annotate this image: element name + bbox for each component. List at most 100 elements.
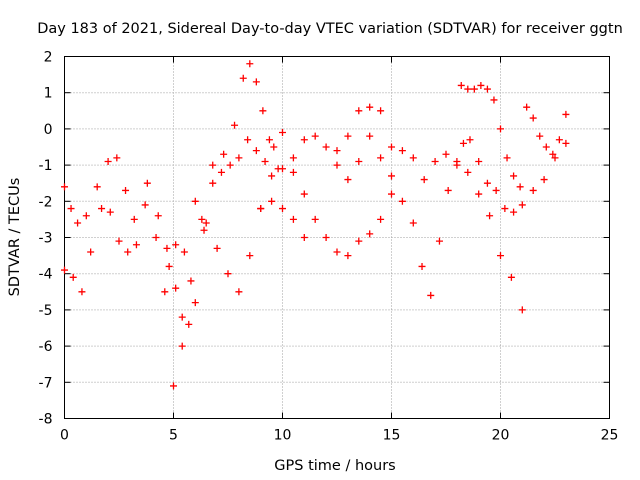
data-point (529, 114, 537, 122)
data-point (409, 154, 417, 162)
data-point (542, 143, 550, 151)
data-point (170, 382, 177, 390)
data-point (78, 288, 86, 296)
data-point (191, 299, 199, 307)
data-point (344, 176, 352, 184)
data-point (161, 288, 169, 296)
data-point (98, 205, 106, 213)
data-point (268, 197, 276, 205)
data-point (300, 190, 308, 198)
data-point (198, 215, 206, 223)
data-point (529, 186, 537, 194)
data-point (130, 215, 138, 223)
data-point (536, 132, 544, 140)
data-point (246, 252, 254, 260)
y-tick-label: -5 (39, 303, 53, 319)
data-point (279, 129, 286, 137)
data-point (540, 176, 548, 184)
data-point (209, 161, 217, 169)
data-point (178, 313, 186, 321)
data-point (322, 234, 330, 241)
x-tick-label: 10 (274, 428, 292, 444)
data-point (115, 237, 123, 245)
data-point (497, 252, 504, 260)
data-point (244, 136, 252, 144)
data-point (510, 208, 518, 216)
grid (64, 56, 610, 419)
data-point (224, 270, 232, 278)
data-point (289, 154, 297, 162)
data-point (507, 273, 515, 281)
data-point (200, 226, 208, 234)
data-point (268, 172, 276, 180)
x-tick-label: 20 (492, 428, 510, 444)
data-point (355, 237, 363, 245)
data-point (459, 139, 467, 147)
data-point (220, 150, 228, 158)
data-point (457, 81, 465, 89)
data-point (366, 230, 374, 238)
data-point (377, 154, 385, 162)
y-tick-label: -7 (39, 375, 53, 391)
data-point (252, 78, 260, 86)
series-trace-d (257, 107, 526, 314)
data-point (163, 244, 171, 252)
data-point (300, 234, 308, 241)
data-point (239, 74, 247, 82)
data-point (202, 219, 210, 227)
data-point (209, 179, 217, 187)
data-point (388, 190, 395, 198)
data-point (388, 143, 395, 151)
x-axis-label: GPS time / hours (274, 458, 395, 474)
data-point (217, 168, 225, 176)
data-point (322, 143, 330, 151)
data-point (398, 147, 406, 155)
data-point (518, 306, 526, 314)
data-point (555, 136, 563, 144)
data-point (82, 212, 90, 220)
data-point (270, 143, 278, 151)
data-point (69, 273, 77, 281)
y-tick-label: 2 (44, 50, 53, 66)
data-point (355, 107, 363, 115)
data-point (409, 219, 417, 227)
data-point (279, 205, 286, 213)
y-tick-label: 0 (44, 122, 53, 138)
y-tick-label: 1 (44, 86, 53, 102)
data-point (226, 161, 234, 169)
data-point (87, 248, 95, 256)
y-tick-label: -8 (39, 412, 53, 428)
data-point (122, 186, 130, 194)
series-trace-c (165, 129, 395, 328)
data-point (61, 266, 68, 274)
data-point (252, 147, 260, 155)
data-point (265, 136, 273, 144)
x-tick-label: 25 (601, 428, 619, 444)
data-point (420, 176, 428, 184)
data-point (366, 132, 374, 140)
data-point (344, 132, 352, 140)
data-point (486, 212, 494, 220)
data-point (141, 201, 149, 209)
data-point (180, 248, 188, 256)
x-tick-label: 0 (60, 428, 69, 444)
data-point (377, 107, 385, 115)
data-point (231, 121, 239, 129)
data-point (435, 237, 443, 245)
data-point (562, 139, 570, 147)
data-point (333, 161, 341, 169)
data-point (516, 183, 524, 191)
data-point (235, 154, 243, 162)
data-point (510, 172, 518, 180)
data-point (104, 157, 112, 165)
data-point (497, 125, 504, 133)
data-point (172, 241, 180, 249)
data-point (344, 252, 352, 260)
data-point (61, 183, 68, 191)
y-tick-label: -1 (39, 158, 53, 174)
data-point (388, 172, 395, 180)
data-point (562, 110, 570, 118)
data-point (257, 205, 265, 213)
data-point (143, 179, 151, 187)
